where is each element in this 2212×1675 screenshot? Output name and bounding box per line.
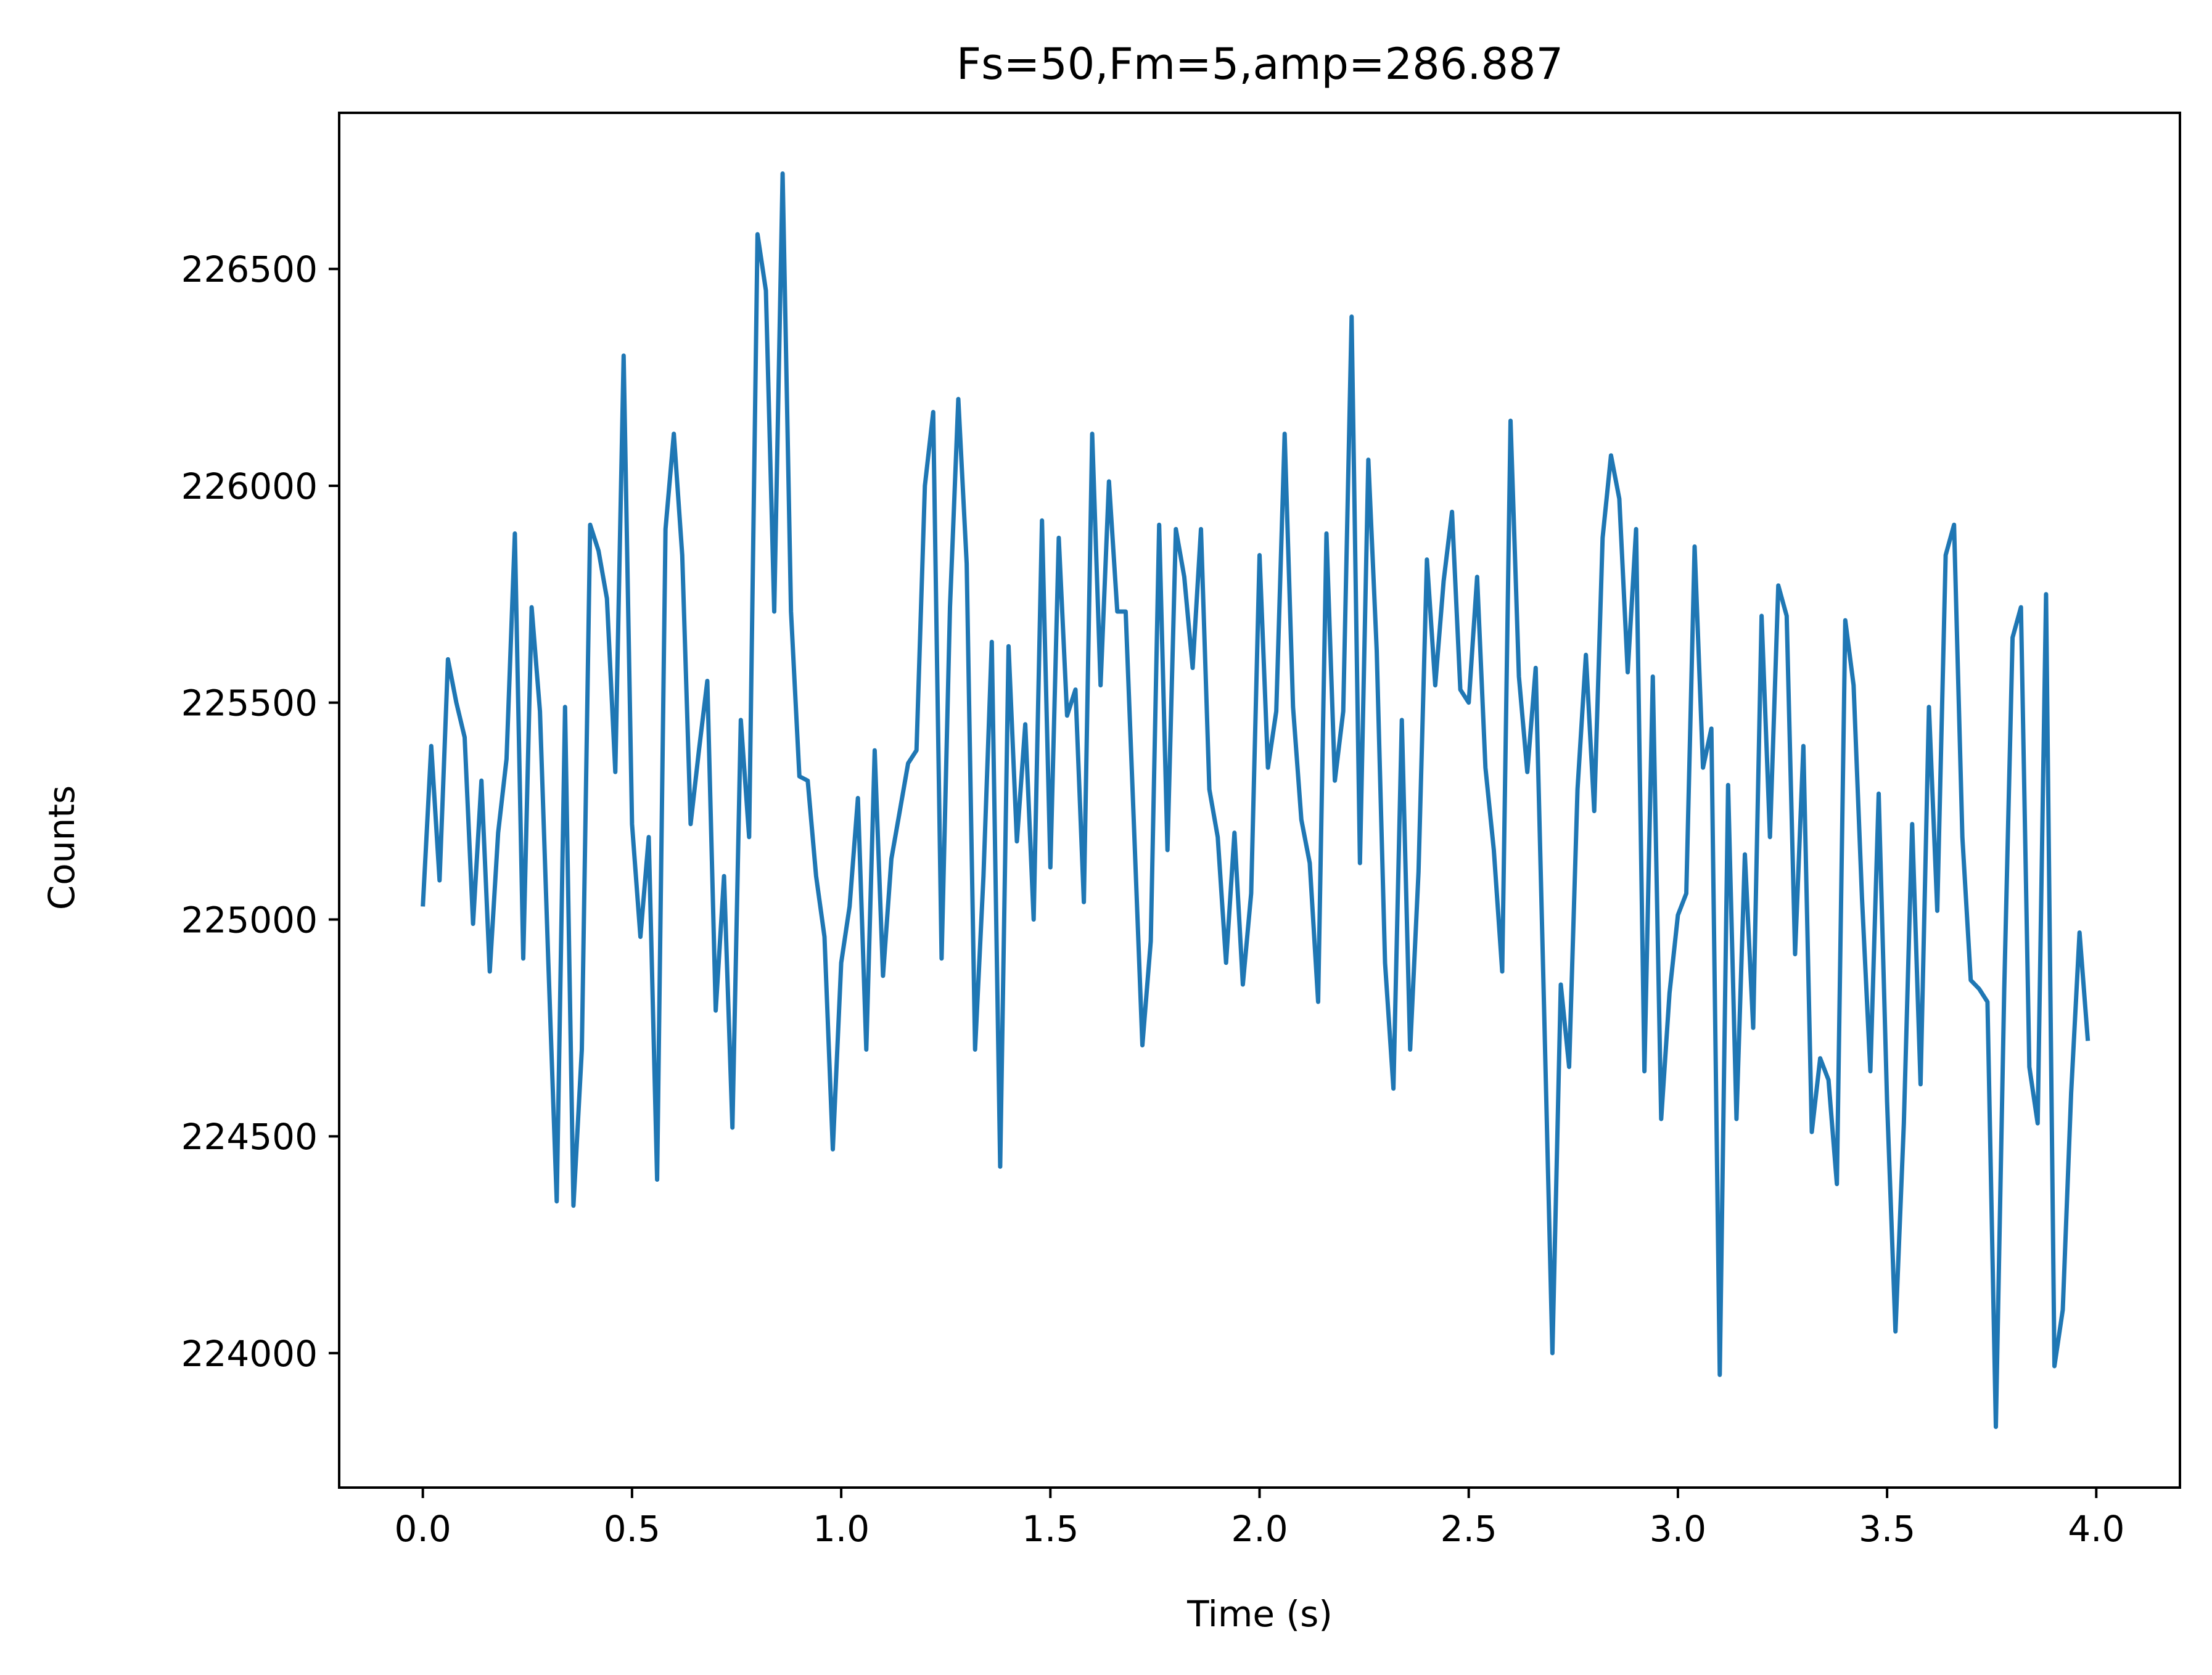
x-tick-label: 1.5 [1022, 1508, 1079, 1550]
y-tick-label: 225000 [181, 899, 318, 941]
y-tick-label: 225500 [181, 682, 318, 724]
x-axis: 0.0 0.5 1.0 1.5 2.0 2.5 3.0 3.5 4.0 [395, 1488, 2124, 1550]
y-tick-label: 226000 [181, 465, 318, 507]
data-line-group [421, 171, 2091, 1429]
x-tick-label: 3.5 [1859, 1508, 1915, 1550]
x-tick-label: 1.0 [813, 1508, 870, 1550]
x-tick-label: 0.5 [604, 1508, 660, 1550]
y-tick-label: 226500 [181, 248, 318, 290]
x-tick-label: 3.0 [1650, 1508, 1706, 1550]
x-tick-label: 4.0 [2068, 1508, 2124, 1550]
x-tick-label: 2.5 [1441, 1508, 1497, 1550]
y-tick-label: 224000 [181, 1333, 318, 1375]
y-axis: 224000 224500 225000 225500 226000 226500 [181, 248, 339, 1375]
chart-title: Fs=50,Fm=5,amp=286.887 [956, 39, 1563, 89]
x-tick-label: 2.0 [1231, 1508, 1288, 1550]
x-tick-label: 0.0 [395, 1508, 451, 1550]
x-axis-label: Time (s) [1186, 1593, 1333, 1635]
series-line-0 [421, 171, 2091, 1429]
y-axis-label: Counts [41, 785, 83, 910]
y-tick-label: 224500 [181, 1116, 318, 1158]
